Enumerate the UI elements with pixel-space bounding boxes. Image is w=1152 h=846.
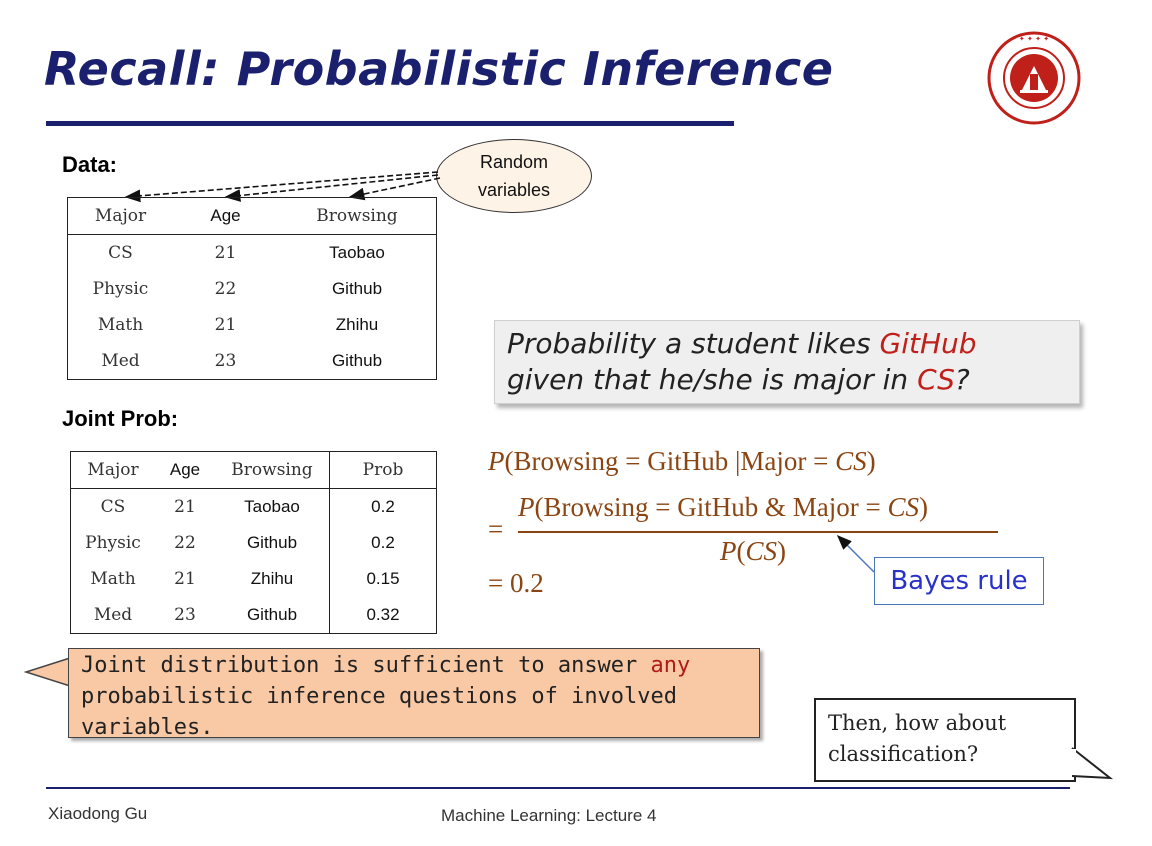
formula-result: = 0.2 xyxy=(488,568,544,598)
then-line-2: classification? xyxy=(828,742,979,766)
university-logo: ✦ ✦ ✦ ✦ xyxy=(987,31,1081,125)
formula-cs: CS xyxy=(887,492,919,522)
cell-major: Physic xyxy=(85,533,141,553)
question-text: given that he/she is major in xyxy=(507,363,918,396)
then-line-1: Then, how about xyxy=(828,711,1007,735)
formula-body: (Browsing = GitHub |Major = xyxy=(504,446,836,476)
table-row: CS 21 Taobao 0.2 xyxy=(71,488,437,525)
formula-p: P xyxy=(518,492,535,522)
formula-numerator: P(Browsing = GitHub & Major = CS) xyxy=(518,492,928,523)
callout-line-1: Random xyxy=(479,152,549,172)
callout-line-3: variables. xyxy=(81,715,214,740)
header-browsing: Browsing xyxy=(215,451,330,489)
cell-age: 22 xyxy=(174,533,196,553)
cell-age: 21 xyxy=(174,497,196,517)
table-row: Physic 22 Github xyxy=(68,271,437,307)
cell-major: Med xyxy=(93,605,133,625)
question-box: Probability a student likes GitHub given… xyxy=(494,320,1080,404)
cell-age: 21 xyxy=(174,569,196,589)
cell-age: 21 xyxy=(214,243,237,263)
header-browsing: Browsing xyxy=(278,197,437,235)
cell-major: Physic xyxy=(92,279,149,299)
footer-course: Machine Learning: Lecture 4 xyxy=(441,806,657,825)
formula-cs: CS xyxy=(835,446,867,476)
header-prob: Prob xyxy=(329,451,437,489)
table-row: Math 21 Zhihu 0.15 xyxy=(71,561,437,597)
joint-prob-table: Major Age Browsing Prob CS 21 Taobao 0.2… xyxy=(70,451,437,634)
callout-line-1: Joint distribution is sufficient to answ… xyxy=(81,650,747,681)
table-row: Math 21 Zhihu xyxy=(68,307,437,343)
formula-close: ) xyxy=(866,446,876,476)
question-highlight-github: GitHub xyxy=(879,327,977,360)
cell-browsing: Zhihu xyxy=(250,569,294,588)
cell-browsing: Github xyxy=(246,605,298,624)
cell-browsing: Github xyxy=(331,279,383,298)
cell-prob: 0.15 xyxy=(329,561,437,597)
formula-close: ) xyxy=(777,536,787,566)
header-age: Age xyxy=(155,451,215,489)
cell-browsing: Github xyxy=(331,351,383,370)
svg-text:✦ ✦ ✦ ✦: ✦ ✦ ✦ ✦ xyxy=(1019,35,1049,43)
header-major: Major xyxy=(70,451,155,489)
callout-text: Joint distribution is sufficient to answ… xyxy=(81,653,651,678)
callout-line-2: variables xyxy=(477,180,551,200)
formula-body: (Browsing = GitHub & Major = xyxy=(534,492,888,522)
formula-open: ( xyxy=(736,536,746,566)
callout-tail xyxy=(1070,747,1114,780)
fraction-bar xyxy=(518,531,998,533)
formula-conditional: P(Browsing = GitHub |Major = CS) xyxy=(488,446,876,477)
slide-title: Recall: Probabilistic Inference xyxy=(44,42,834,96)
question-line-1: Probability a student likes GitHub xyxy=(507,326,1067,362)
callout-pointer xyxy=(24,656,72,688)
cell-prob: 0.2 xyxy=(329,488,437,525)
cell-browsing: Taobao xyxy=(329,243,385,262)
cell-major: CS xyxy=(100,497,126,517)
cell-browsing: Github xyxy=(246,533,298,552)
question-text: Probability a student likes xyxy=(507,327,880,360)
data-section-label: Data: xyxy=(62,152,118,177)
joint-prob-label: Joint Prob: xyxy=(62,406,179,431)
formula-denominator: P(CS) xyxy=(720,536,786,567)
bayes-rule-label: Bayes rule xyxy=(874,557,1044,605)
question-line-2: given that he/she is major in CS? xyxy=(507,362,1067,398)
cell-age: 21 xyxy=(214,315,237,335)
cell-prob: 0.2 xyxy=(329,525,437,561)
cell-age: 23 xyxy=(214,351,237,371)
formula-p: P xyxy=(488,446,505,476)
cell-browsing: Taobao xyxy=(244,497,300,516)
data-table: Major Age Browsing CS 21 Taobao Physic 2… xyxy=(67,197,437,380)
joint-distribution-callout: Joint distribution is sufficient to answ… xyxy=(68,648,760,740)
question-mark: ? xyxy=(954,363,970,396)
footer-author: Xiaodong Gu xyxy=(48,804,148,823)
footer-divider xyxy=(46,787,1070,789)
title-underline xyxy=(46,121,734,126)
random-variables-callout: Random variables xyxy=(436,139,592,213)
table-row: CS 21 Taobao xyxy=(68,235,437,272)
cell-major: Math xyxy=(90,569,136,589)
table-row: Med 23 Github 0.32 xyxy=(71,597,437,634)
table-row: Physic 22 Github 0.2 xyxy=(71,525,437,561)
cell-major: CS xyxy=(108,243,133,263)
cell-prob: 0.32 xyxy=(329,597,437,634)
callout-line-2: probabilistic inference questions of inv… xyxy=(81,684,678,709)
cell-age: 22 xyxy=(214,279,237,299)
formula-p: P xyxy=(720,536,737,566)
cell-major: Math xyxy=(97,315,144,335)
table-row: Med 23 Github xyxy=(68,343,437,380)
header-age: Age xyxy=(173,197,278,235)
cell-age: 23 xyxy=(174,605,196,625)
question-highlight-cs: CS xyxy=(917,363,955,396)
cell-browsing: Zhihu xyxy=(335,315,379,334)
classification-callout: Then, how about classification? xyxy=(814,698,1076,782)
formula-cs: CS xyxy=(745,536,778,566)
callout-highlight-any: any xyxy=(650,653,691,678)
header-major: Major xyxy=(67,197,173,235)
cell-major: Med xyxy=(101,351,140,371)
formula-equals: = xyxy=(488,514,504,544)
formula-close: ) xyxy=(918,492,928,522)
